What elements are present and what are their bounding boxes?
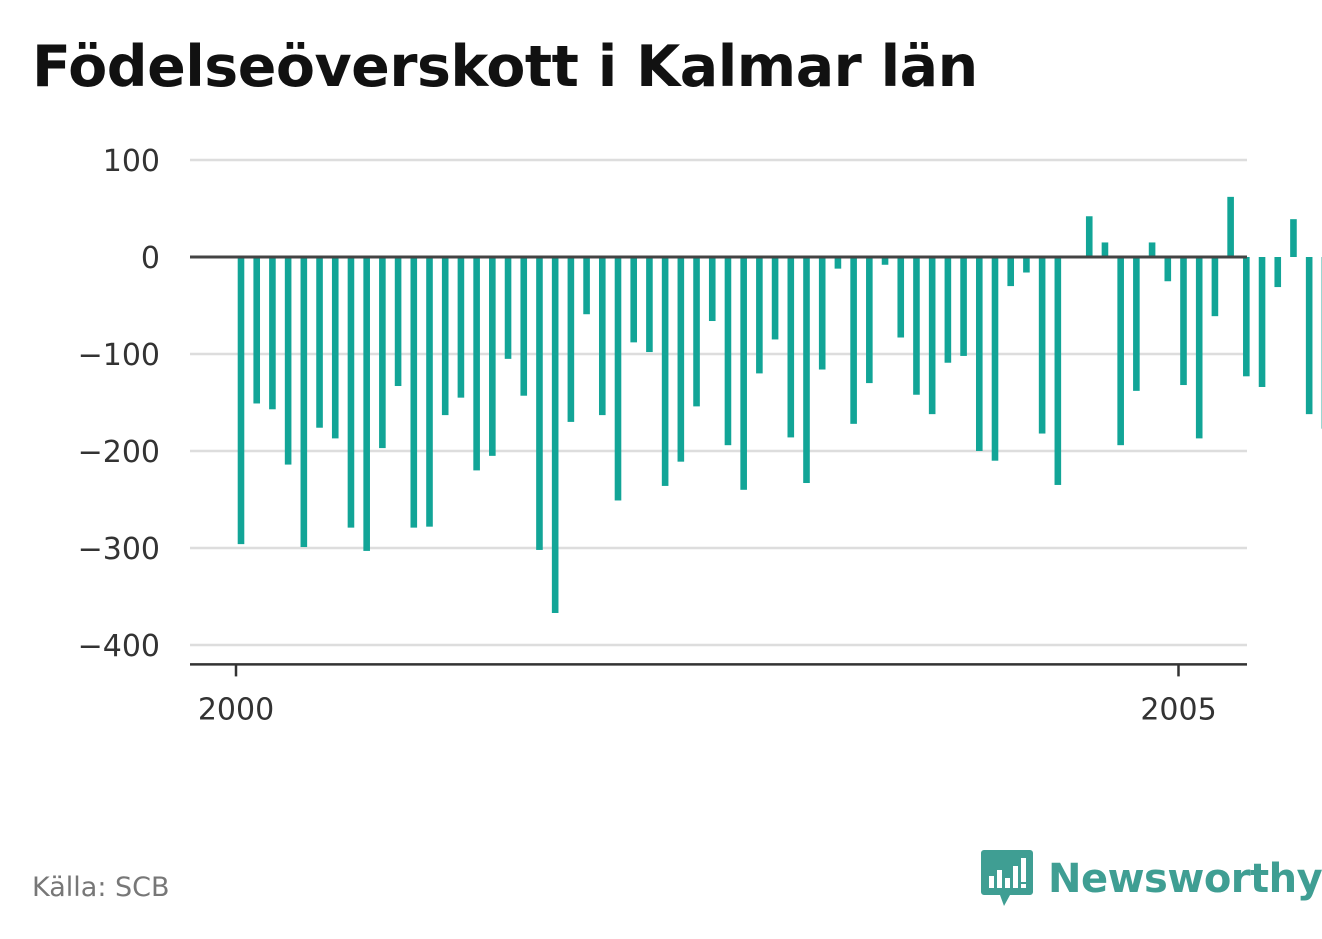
bar — [269, 257, 276, 410]
x-tick-label: 2000 — [198, 692, 274, 727]
y-tick-label: −400 — [78, 629, 160, 664]
bar — [253, 257, 261, 404]
bar — [1085, 216, 1093, 257]
bar — [598, 257, 606, 416]
bar — [1007, 257, 1015, 287]
y-tick-label: −100 — [78, 338, 160, 373]
bar — [331, 257, 339, 439]
bar — [1148, 242, 1156, 257]
y-tick-label: 0 — [141, 241, 160, 276]
bar — [818, 257, 826, 370]
y-tick-label: −300 — [78, 532, 160, 567]
bar — [1038, 257, 1046, 434]
bar — [1180, 257, 1187, 386]
bar — [520, 257, 528, 396]
bar — [677, 257, 685, 462]
bar — [1101, 242, 1109, 257]
chart-title: Födelseöverskott i Kalmar län — [32, 34, 978, 100]
bar — [1274, 257, 1282, 288]
y-axis-labels: 100 0 −100 −200 −300 −400 — [78, 144, 160, 664]
bar — [756, 257, 763, 374]
bar — [457, 257, 465, 398]
bar — [1054, 257, 1062, 485]
bar — [473, 257, 480, 471]
bar — [536, 257, 543, 550]
bar — [661, 257, 669, 486]
axes — [190, 255, 1247, 677]
bar — [426, 257, 433, 527]
bar — [975, 257, 983, 451]
bar — [379, 257, 386, 449]
bar — [866, 257, 873, 384]
newsworthy-logo-icon — [981, 850, 1033, 906]
bar — [1133, 257, 1140, 391]
bar — [724, 257, 732, 446]
bar — [394, 257, 402, 387]
bar — [410, 257, 418, 528]
bar — [1290, 219, 1297, 257]
y-tick-label: −200 — [78, 435, 160, 470]
bar — [504, 257, 512, 359]
source-label: Källa: SCB — [32, 872, 170, 903]
bar — [1117, 257, 1124, 446]
bars — [237, 196, 1322, 613]
bar — [1211, 257, 1219, 317]
bar — [646, 257, 653, 353]
bar — [944, 257, 952, 363]
brand-name: Newsworthy — [1048, 856, 1322, 902]
bar — [850, 257, 857, 424]
bar — [614, 257, 622, 501]
bar — [489, 257, 496, 456]
bar — [693, 257, 700, 407]
bar — [991, 257, 999, 461]
bar — [834, 257, 842, 269]
x-axis-labels: 200020052010201520202025 — [198, 692, 1217, 727]
bar — [928, 257, 936, 415]
bar — [316, 257, 323, 428]
bar — [787, 257, 795, 438]
bar — [583, 257, 590, 315]
bar — [284, 257, 292, 465]
bar — [881, 257, 889, 265]
brand-logo[interactable]: Newsworthy — [980, 848, 1322, 910]
bar — [803, 257, 810, 484]
bar — [630, 257, 638, 343]
bar — [300, 257, 308, 548]
bar — [551, 257, 559, 613]
bar — [347, 257, 355, 528]
bar — [567, 257, 575, 422]
bar — [1023, 257, 1030, 273]
x-tick-label: 2005 — [1140, 692, 1216, 727]
bar — [771, 257, 779, 340]
bar — [1195, 257, 1203, 439]
bar — [1305, 257, 1313, 415]
bar — [1164, 257, 1172, 282]
bar — [237, 257, 245, 545]
bar — [708, 257, 716, 322]
bar — [441, 257, 449, 416]
bar — [960, 257, 967, 356]
bar — [1258, 257, 1266, 387]
bar — [1227, 196, 1234, 257]
bar — [1243, 257, 1250, 377]
bar — [363, 257, 370, 551]
y-tick-label: 100 — [103, 144, 160, 179]
bar — [913, 257, 920, 395]
bar — [740, 257, 747, 490]
bar — [897, 257, 905, 338]
